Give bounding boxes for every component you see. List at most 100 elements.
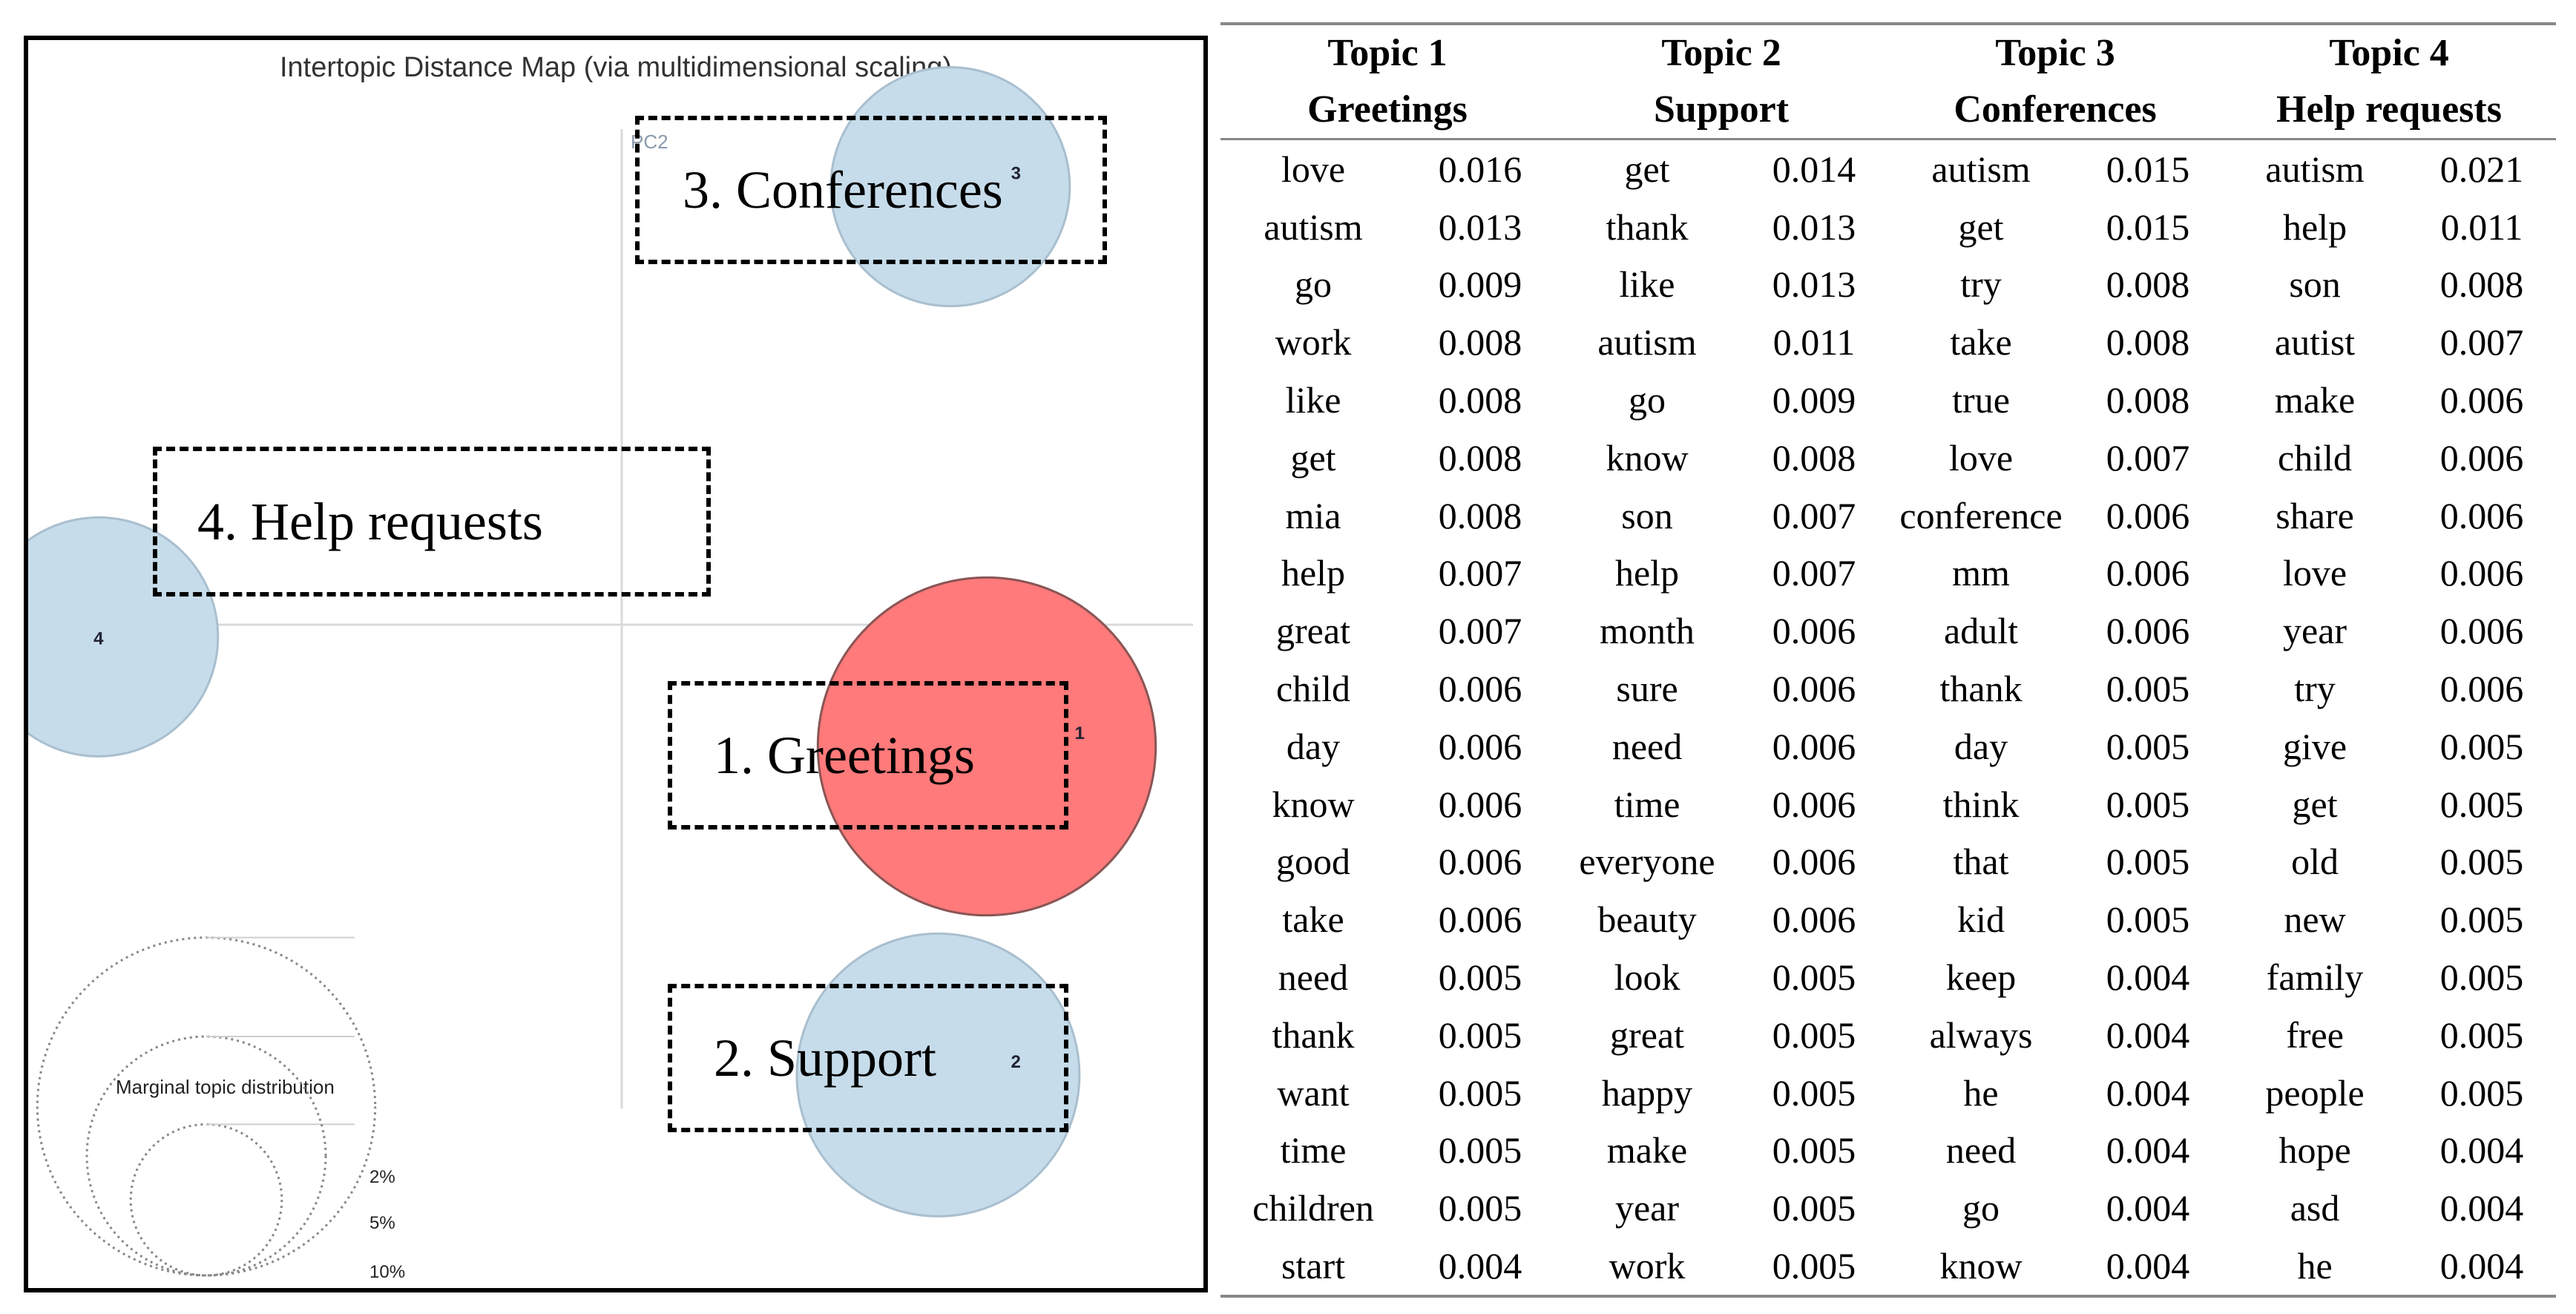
weight-cell: 0.005 (2439, 1014, 2524, 1056)
topic-header: Topic 4 (2222, 22, 2557, 82)
term-cell: give (2283, 725, 2347, 767)
legend-circle-2 (85, 1035, 327, 1277)
term-cell: hope (2278, 1129, 2351, 1172)
term-cell: everyone (1579, 841, 1715, 883)
term-cell: old (2291, 841, 2339, 883)
weight-cell: 0.004 (2106, 1129, 2190, 1172)
weight-cell: 0.011 (1772, 321, 1856, 364)
weight-cell: 0.007 (1438, 552, 1522, 594)
term-cell: thank (1272, 1014, 1355, 1056)
term-cell: mia (1285, 494, 1341, 536)
topic-bubble-2[interactable] (795, 932, 1081, 1218)
term-cell: know (1888, 1237, 2074, 1298)
term-cell: go (1295, 263, 1332, 306)
weight-cell: 0.008 (2439, 263, 2524, 306)
term-cell: thank (1939, 668, 2023, 710)
weight-cell: 0.006 (1438, 841, 1522, 883)
table-row: start 0.004 work 0.005 know 0.004 he 0.004 (1220, 1237, 2557, 1298)
weight-cell: 0.006 (2106, 552, 2190, 594)
table-row: great 0.007 month 0.006 adult 0.006 year 0.006 (1220, 602, 2556, 660)
table-row: know 0.006 time 0.006 think 0.005 get 0.005 (1220, 775, 2556, 833)
term-cell: help (1614, 552, 1680, 594)
annotation-conferences: 3. Conferences (635, 116, 1107, 264)
term-cell: happy (1601, 1071, 1693, 1114)
weight-cell: 0.015 (2106, 148, 2190, 190)
weight-cell: 0.006 (2439, 494, 2524, 536)
topic-name-header: Conferences (1888, 82, 2223, 140)
term-cell: help (1281, 552, 1346, 594)
weight-cell: 0.014 (1772, 148, 1856, 190)
term-cell: like (1619, 263, 1675, 306)
term-cell: take (1282, 899, 1344, 941)
weight-cell: 0.005 (2106, 899, 2190, 941)
topic-bubble-label-4: 4 (93, 628, 104, 648)
topic-bubble-3[interactable] (829, 66, 1071, 308)
term-cell: need (1945, 1129, 2017, 1172)
weight-cell: 0.008 (1438, 321, 1522, 364)
term-cell: love (1281, 148, 1346, 190)
table-row: day 0.006 need 0.006 day 0.005 give 0.005 (1220, 717, 2556, 775)
table-row: take 0.006 beauty 0.006 kid 0.005 new 0.005 (1220, 890, 2556, 948)
legend-circle-3 (36, 936, 377, 1277)
weight-cell: 0.008 (1438, 494, 1522, 536)
weight-cell: 0.005 (1772, 956, 1856, 999)
legend-title: Marginal topic distribution (116, 1076, 335, 1098)
term-cell: that (1953, 841, 2009, 883)
weight-cell: 0.007 (1772, 552, 1856, 594)
weight-cell: 0.005 (1772, 1187, 1856, 1229)
weight-cell: 0.005 (1438, 1129, 1522, 1172)
term-cell: thank (1606, 206, 1689, 248)
weight-cell: 0.006 (1772, 899, 1856, 941)
table-row: help 0.007 help 0.007 mm 0.006 love 0.006 (1220, 545, 2556, 602)
weight-cell: 0.006 (1438, 899, 1522, 941)
term-cell: need (1611, 725, 1683, 767)
term-cell: conference (1899, 494, 2063, 536)
term-cell: time (1614, 783, 1680, 825)
term-cell: take (1950, 321, 2012, 364)
weight-cell: 0.006 (2439, 436, 2524, 479)
term-cell: look (1614, 956, 1680, 999)
weight-cell: 0.005 (2106, 783, 2190, 825)
weight-cell: 0.006 (1438, 725, 1522, 767)
weight-cell: 0.005 (2106, 725, 2190, 767)
term-cell: want (1277, 1071, 1350, 1114)
table-row: work 0.008 autism 0.011 take 0.008 autist 0.007 (1220, 313, 2556, 371)
topic-bubble-4[interactable] (28, 516, 220, 758)
weight-cell: 0.006 (2439, 552, 2524, 594)
weight-cell: 0.013 (1772, 206, 1856, 248)
weight-cell: 0.015 (2106, 206, 2190, 248)
term-cell: love (2283, 552, 2347, 594)
weight-cell: 0.004 (2074, 1237, 2223, 1298)
term-cell: family (2266, 956, 2364, 999)
weight-cell: 0.008 (1438, 436, 1522, 479)
annotation-text: 4. Help requests (197, 491, 543, 551)
legend-size-label: 10% (369, 1262, 405, 1282)
weight-cell: 0.006 (2439, 610, 2524, 652)
term-cell: get (1958, 206, 2004, 248)
term-cell: share (2276, 494, 2354, 536)
topic-bubble-1[interactable] (816, 576, 1157, 917)
table-row: thank 0.005 great 0.005 always 0.004 free 0.005 (1220, 1006, 2556, 1064)
weight-cell: 0.009 (1772, 379, 1856, 421)
term-cell: son (2289, 263, 2341, 306)
weight-cell: 0.004 (2408, 1237, 2557, 1298)
table-row: love 0.016 get 0.014 autism 0.015 autism 0.021 (1220, 139, 2556, 198)
term-cell: child (1276, 668, 1350, 710)
term-cell: make (2274, 379, 2356, 421)
topic-terms-table: Topic 1 Topic 2 Topic 3 Topic 4 Greeting… (1220, 22, 2557, 1298)
header-name-row: Greetings Support Conferences Help reque… (1220, 82, 2557, 140)
weight-cell: 0.006 (1772, 668, 1856, 710)
weight-cell: 0.005 (1438, 956, 1522, 999)
weight-cell: 0.005 (1438, 1014, 1522, 1056)
term-cell: free (2286, 1014, 2344, 1056)
term-cell: need (1278, 956, 1349, 999)
topic-header: Topic 1 (1220, 22, 1555, 82)
weight-cell: 0.005 (2439, 899, 2524, 941)
weight-cell: 0.005 (2439, 783, 2524, 825)
term-cell: autism (1264, 206, 1363, 248)
topic-bubble-label-3: 3 (1011, 164, 1021, 184)
intertopic-distance-map: Intertopic Distance Map (via multidimens… (24, 36, 1208, 1292)
weight-cell: 0.008 (1772, 436, 1856, 479)
term-cell: work (1275, 321, 1352, 364)
